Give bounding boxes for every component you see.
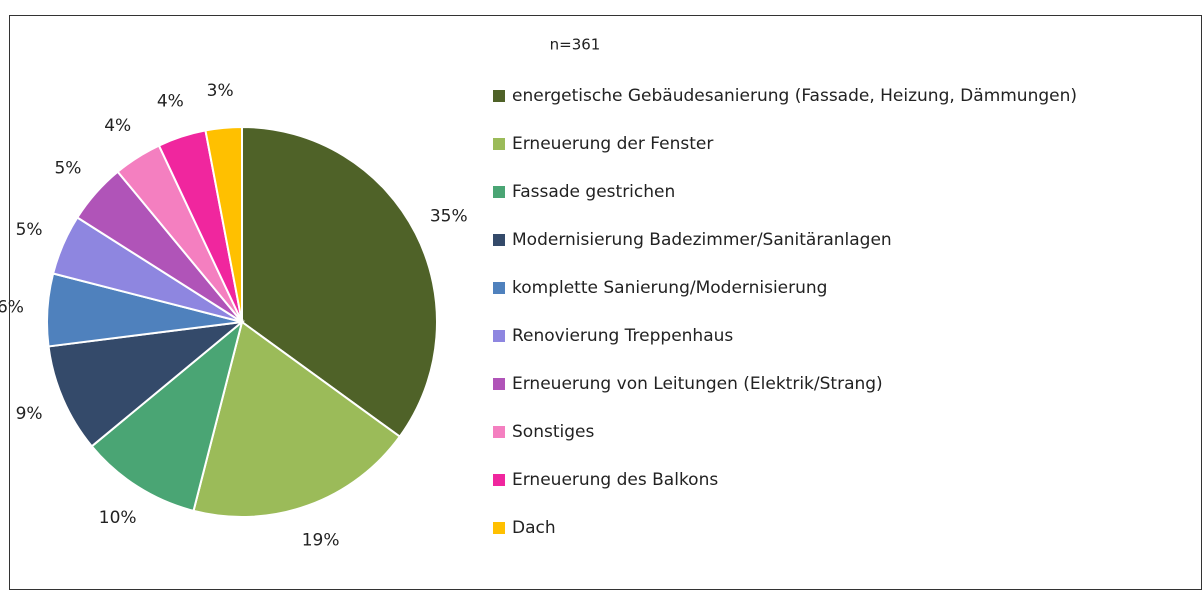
legend-swatch (493, 186, 505, 198)
data-label: 9% (16, 404, 43, 424)
legend-label: Renovierung Treppenhaus (512, 326, 733, 346)
pie-slice (204, 125, 243, 323)
data-label: 5% (54, 159, 81, 179)
data-label: 3% (207, 81, 234, 101)
legend-label: Erneuerung der Fenster (512, 134, 713, 154)
legend-swatch (493, 234, 505, 246)
legend-label: Fassade gestrichen (512, 182, 675, 202)
legend-label: energetische Gebäudesanierung (Fassade, … (512, 86, 1077, 106)
pie-slice (192, 320, 402, 518)
legend-swatch (493, 474, 505, 486)
legend-swatch (493, 378, 505, 390)
data-label: 5% (16, 220, 43, 240)
legend-label: komplette Sanierung/Modernisierung (512, 278, 827, 298)
pie-slice (241, 125, 438, 439)
data-label: 19% (302, 530, 340, 550)
legend-swatch (493, 426, 505, 438)
legend-swatch (493, 330, 505, 342)
legend-label: Modernisierung Badezimmer/Sanitäranlagen (512, 230, 892, 250)
legend-label: Sonstiges (512, 422, 594, 442)
data-label: 6% (0, 297, 24, 317)
legend-swatch (493, 138, 505, 150)
legend-label: Dach (512, 518, 556, 538)
legend-swatch (493, 90, 505, 102)
legend-swatch (493, 522, 505, 534)
pie-slice (90, 319, 244, 513)
data-label: 4% (104, 116, 131, 136)
chart-subtitle: n=361 (550, 36, 601, 54)
legend-swatch (493, 282, 505, 294)
pie-slice (47, 320, 246, 448)
data-label: 35% (430, 207, 468, 227)
data-label: 10% (99, 508, 137, 528)
data-label: 4% (157, 91, 184, 111)
legend-label: Erneuerung von Leitungen (Elektrik/Stran… (512, 374, 883, 394)
legend-label: Erneuerung des Balkons (512, 470, 718, 490)
